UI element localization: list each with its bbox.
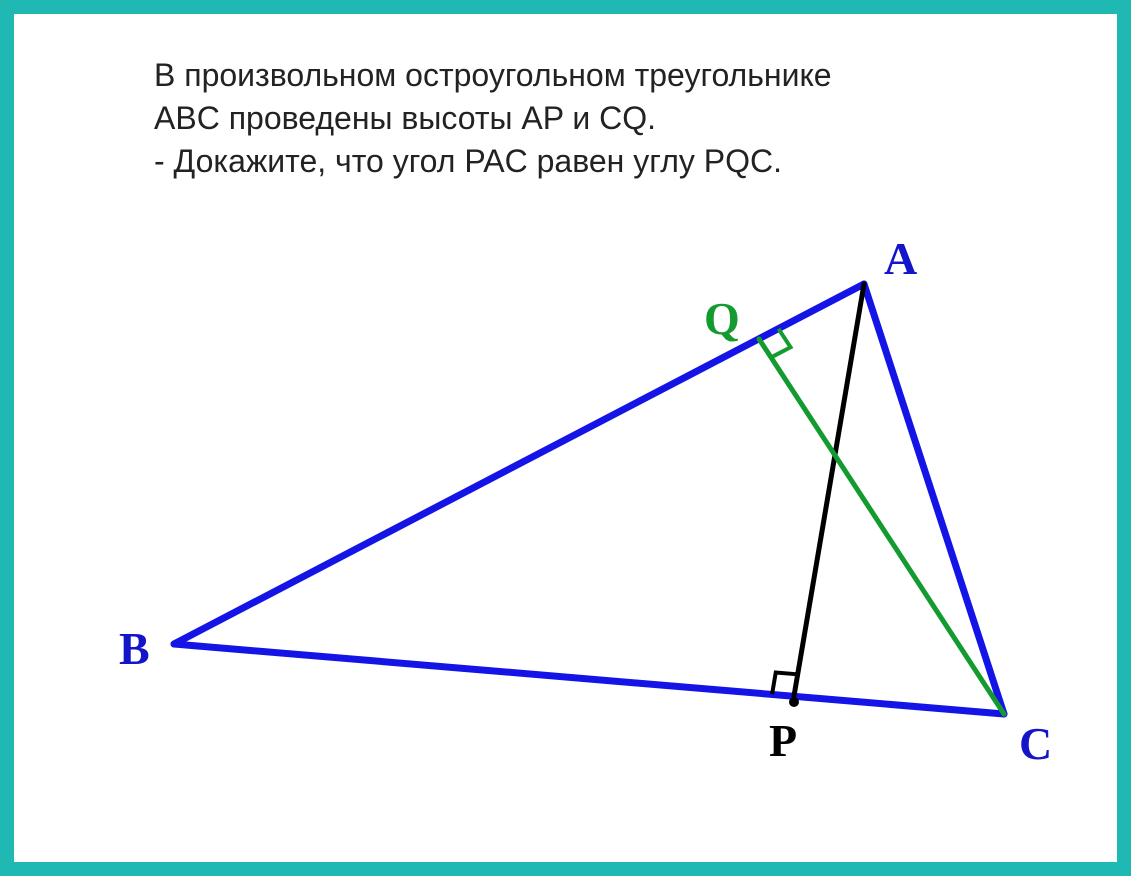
frame: В произвольном остроугольном треугольник… [0,0,1131,876]
problem-statement: В произвольном остроугольном треугольник… [154,54,1057,184]
geometry-diagram: A B C Q P [74,224,1074,824]
problem-line2: ABC проведены высоты AP и CQ. [154,100,656,136]
label-C: C [1019,718,1052,769]
altitude-CQ [759,339,1004,714]
altitude-AP [794,284,864,696]
label-Q: Q [704,293,740,344]
label-B: B [119,623,150,674]
edge-CA [864,284,1004,714]
problem-line1: В произвольном остроугольном треугольник… [154,57,832,93]
dot-P [789,697,799,707]
problem-line3: - Докажите, что угол PAC равен углу PQC. [154,143,782,179]
edge-BC [174,644,1004,714]
label-A: A [884,233,917,284]
label-P: P [769,715,797,766]
